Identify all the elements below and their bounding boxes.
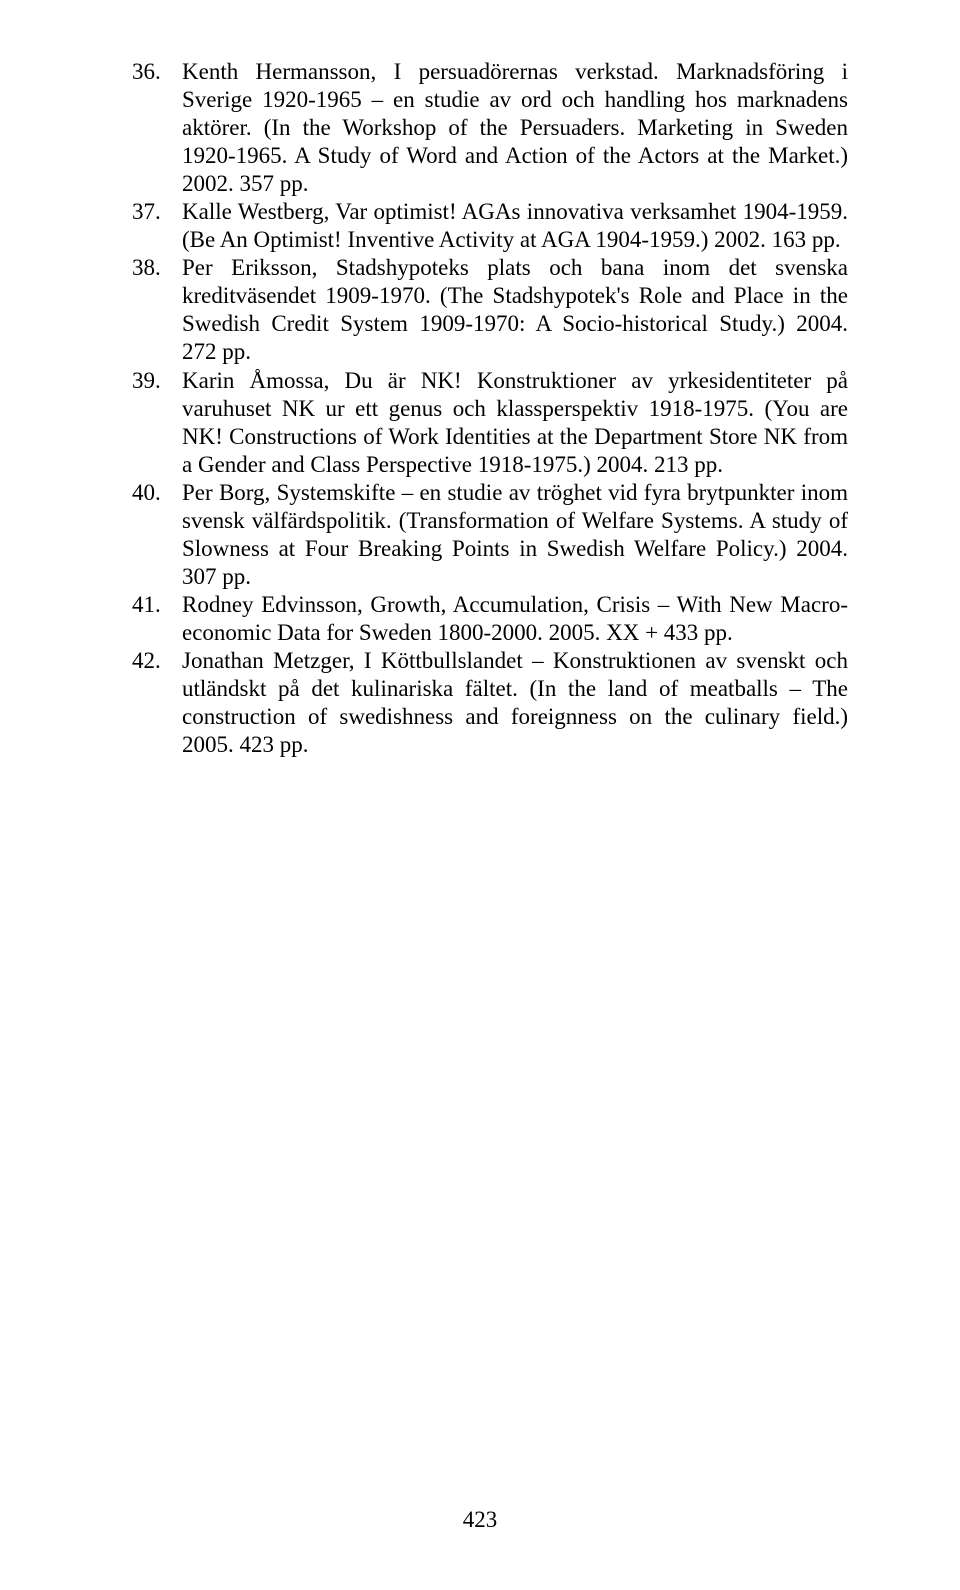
bibliography-entry: 40. Per Borg, Systemskifte – en studie a… <box>132 479 848 591</box>
bibliography-entry: 36. Kenth Hermansson, I persuadörernas v… <box>132 58 848 198</box>
entry-number: 41. <box>132 591 182 647</box>
entry-number: 40. <box>132 479 182 591</box>
entry-text: Per Borg, Systemskifte – en studie av tr… <box>182 479 848 591</box>
entry-text: Rodney Edvinsson, Growth, Accumulation, … <box>182 591 848 647</box>
bibliography-list: 36. Kenth Hermansson, I persuadörernas v… <box>132 58 848 759</box>
bibliography-entry: 39. Karin Åmossa, Du är NK! Konstruktion… <box>132 367 848 479</box>
bibliography-entry: 37. Kalle Westberg, Var optimist! AGAs i… <box>132 198 848 254</box>
entry-text: Kenth Hermansson, I persuadörernas verks… <box>182 58 848 198</box>
entry-text: Karin Åmossa, Du är NK! Konstruktioner a… <box>182 367 848 479</box>
page-number: 423 <box>0 1506 960 1534</box>
entry-number: 38. <box>132 254 182 366</box>
entry-text: Kalle Westberg, Var optimist! AGAs innov… <box>182 198 848 254</box>
entry-number: 39. <box>132 367 182 479</box>
bibliography-entry: 38. Per Eriksson, Stadshypoteks plats oc… <box>132 254 848 366</box>
entry-number: 36. <box>132 58 182 198</box>
bibliography-entry: 42. Jonathan Metzger, I Köttbullslandet … <box>132 647 848 759</box>
bibliography-entry: 41. Rodney Edvinsson, Growth, Accumulati… <box>132 591 848 647</box>
entry-text: Per Eriksson, Stadshypoteks plats och ba… <box>182 254 848 366</box>
entry-number: 42. <box>132 647 182 759</box>
entry-number: 37. <box>132 198 182 254</box>
entry-text: Jonathan Metzger, I Köttbullslandet – Ko… <box>182 647 848 759</box>
